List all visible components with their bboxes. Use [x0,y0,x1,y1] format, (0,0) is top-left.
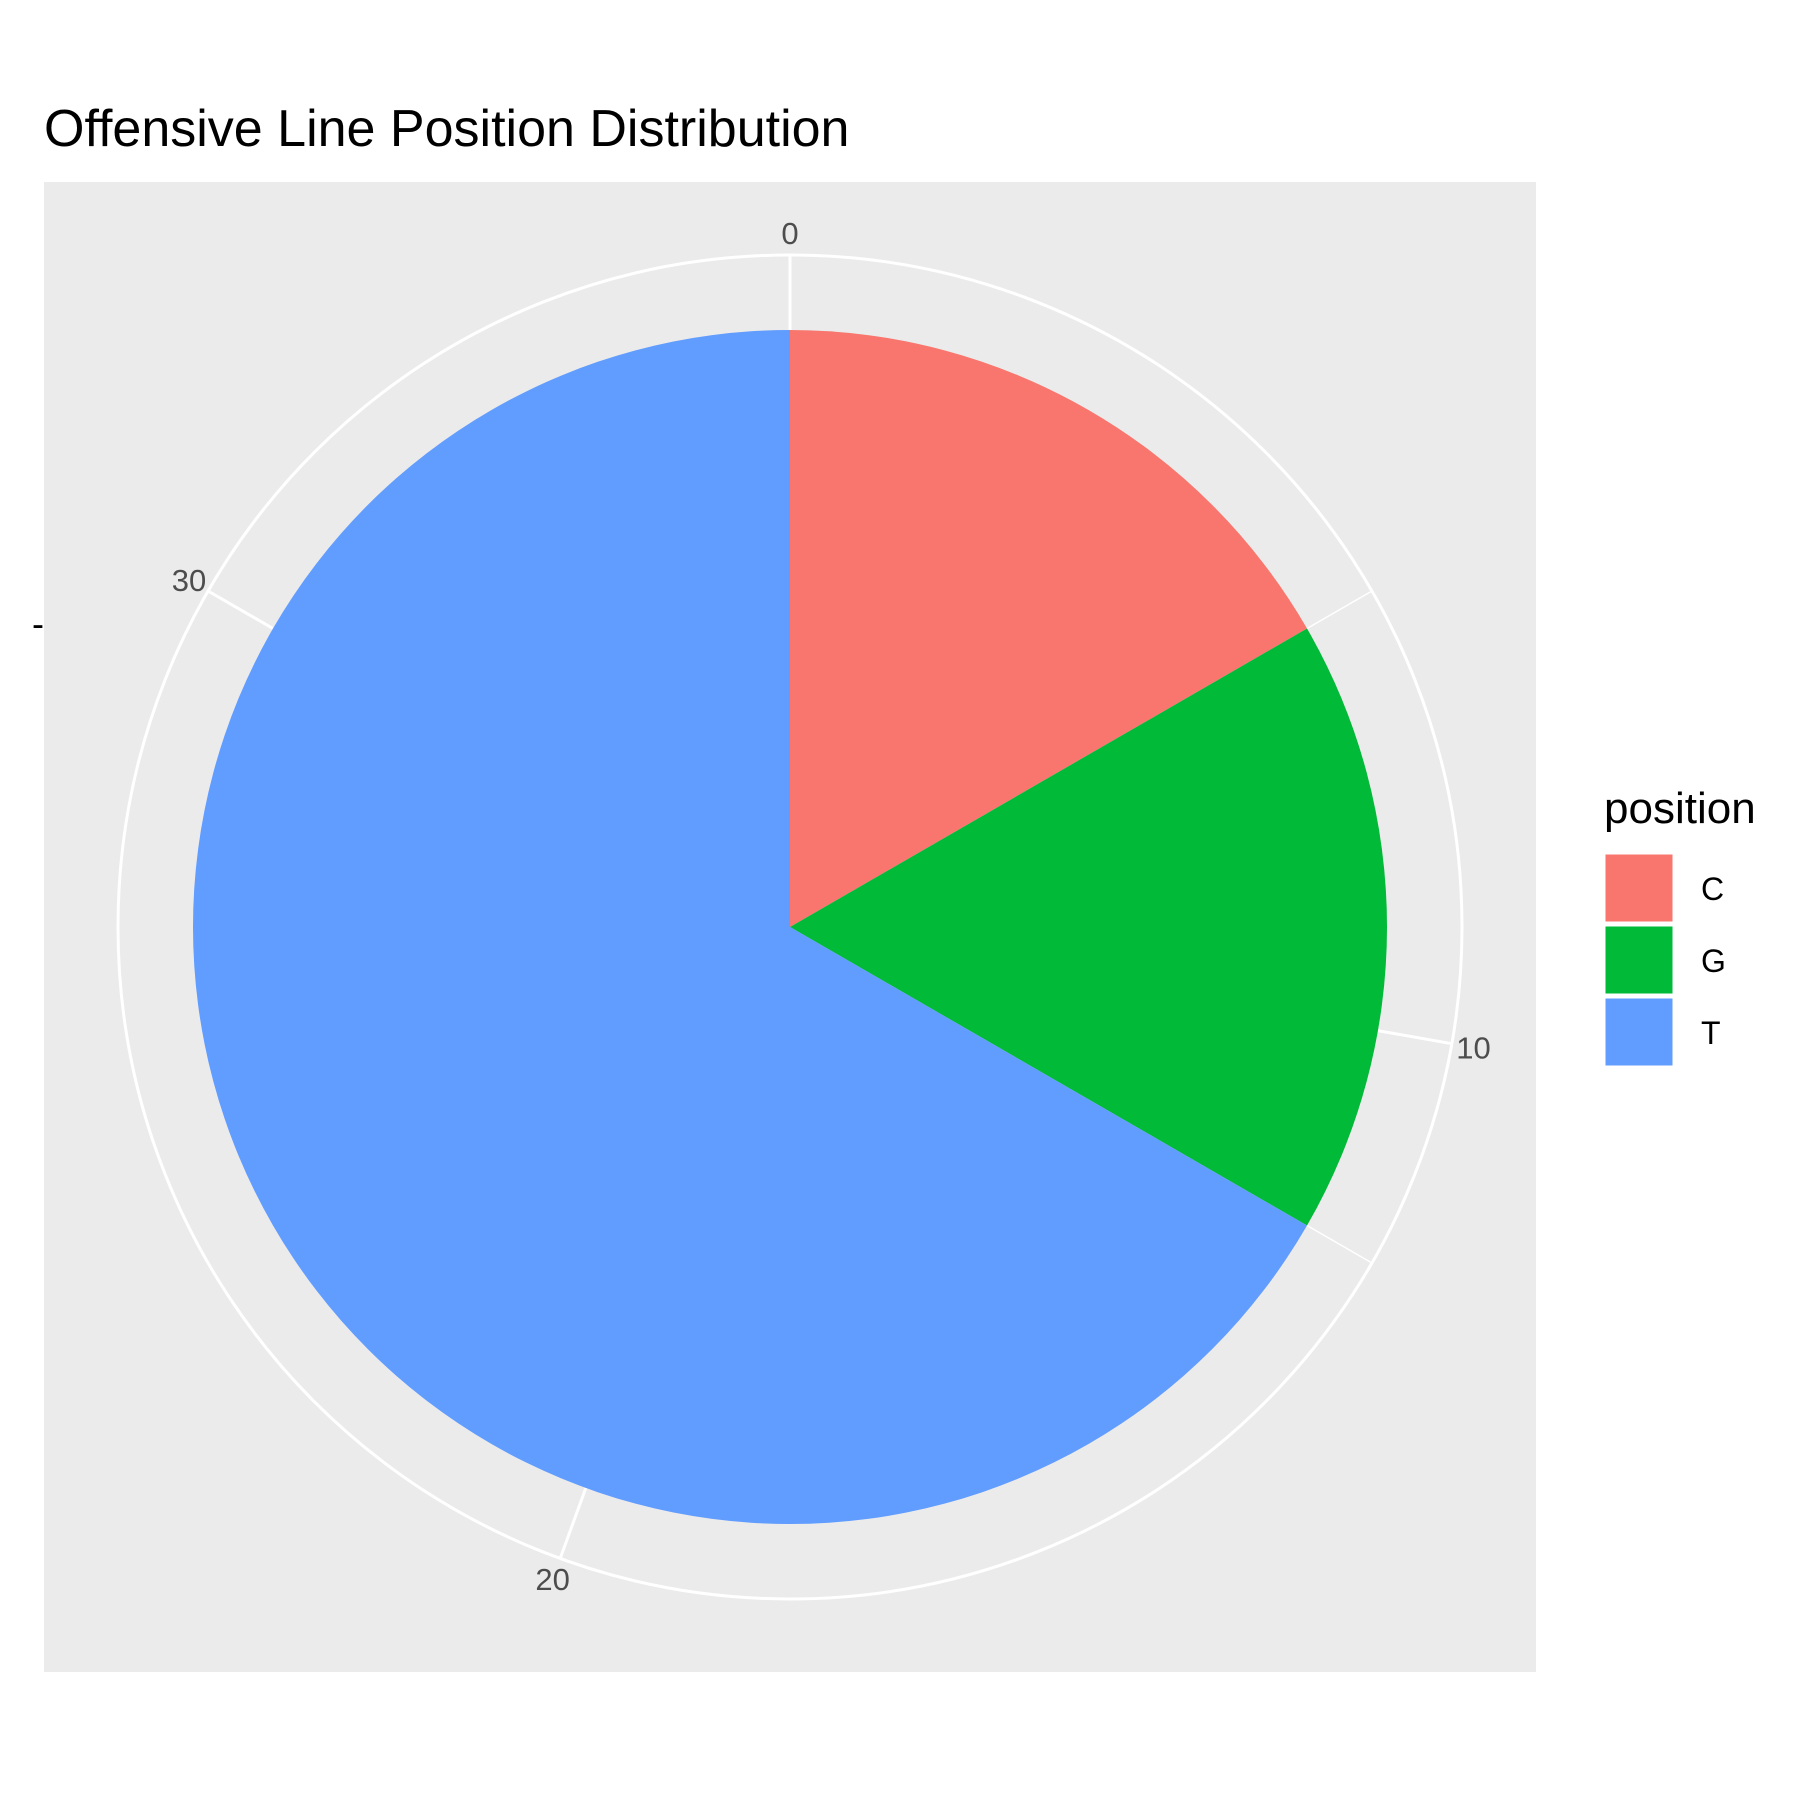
pie-slices [193,330,1388,1524]
tick-grid-line [207,589,274,630]
theta-tick-label: 10 [1456,1031,1490,1066]
legend-title: position [1604,784,1756,833]
theta-tick-label: 30 [172,563,206,598]
legend-key-t [1602,995,1676,1069]
x-axis-label: - [32,603,44,644]
polar-grid [116,253,1464,1601]
theta-tick-label: 0 [781,216,798,251]
legend-label-c: C [1701,871,1724,907]
radial-grid-line [1306,1224,1373,1264]
radial-grid-line [1306,590,1373,630]
legend-key-g [1602,923,1676,997]
tick-grid-line [1377,1029,1453,1046]
pie-slice-c [790,330,1308,927]
chart-title: Offensive Line Position Distribution [44,100,849,158]
theta-tick-label: 20 [535,1562,569,1597]
legend-label-t: T [1701,1015,1721,1051]
legend-label-g: G [1701,943,1726,979]
theta-ticks: 0 10 20 30 [172,216,1491,1597]
legend-key-c [1602,851,1676,925]
pie-slice-g [790,628,1388,1226]
tick-grid-line [558,1487,588,1559]
legend: position CGT [1602,784,1756,1069]
pie-slice-t [193,330,1308,1524]
